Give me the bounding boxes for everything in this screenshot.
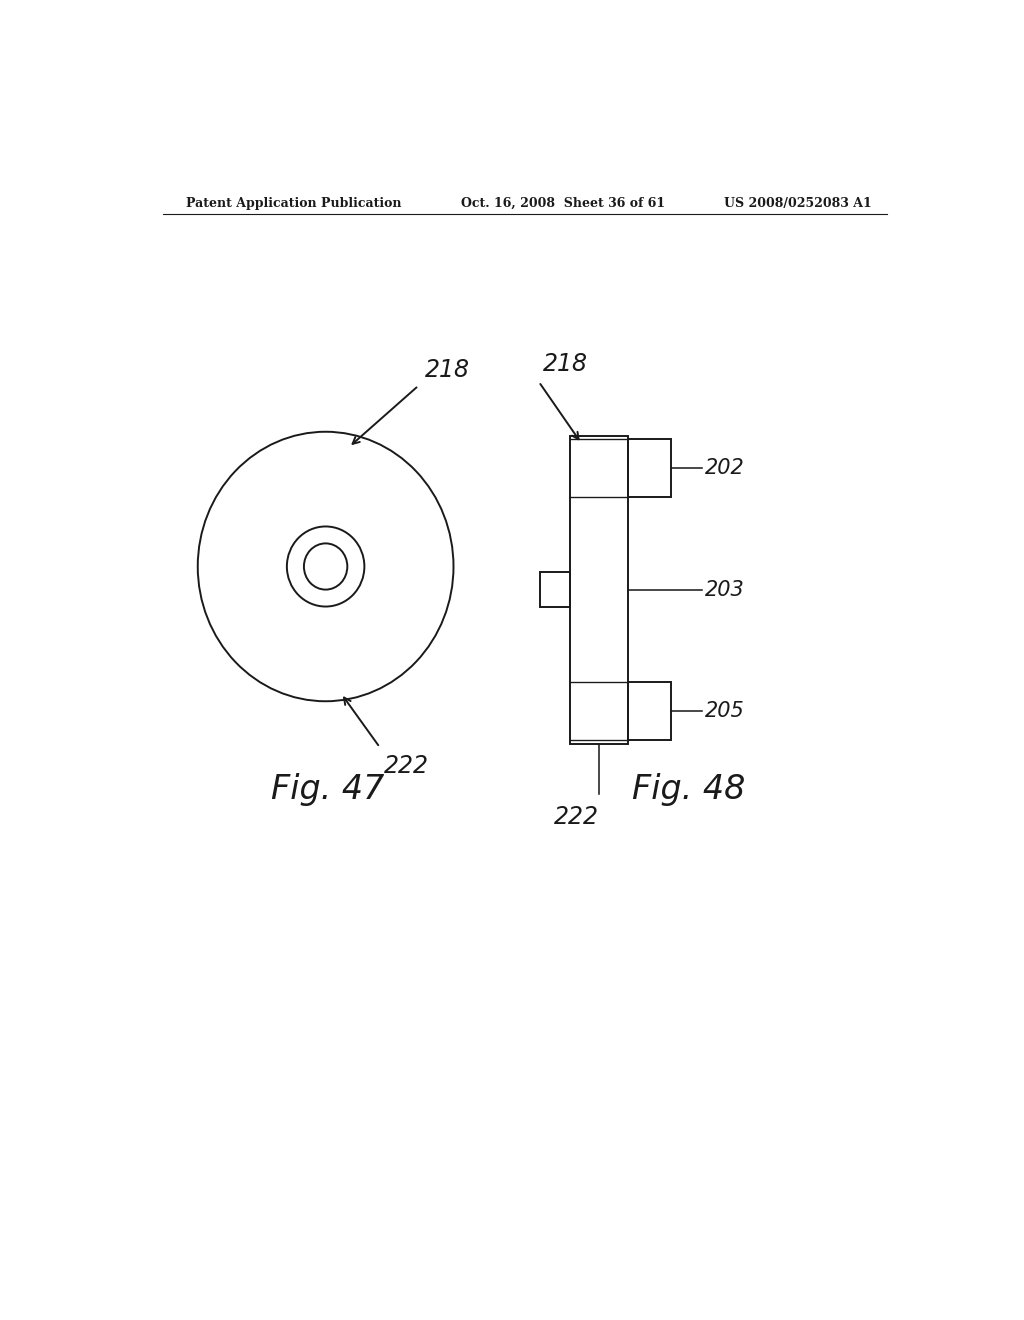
Bar <box>628 440 671 498</box>
Text: 222: 222 <box>554 805 599 829</box>
Bar <box>569 436 628 743</box>
Text: 218: 218 <box>543 351 588 376</box>
Text: 205: 205 <box>706 701 745 721</box>
Text: Oct. 16, 2008  Sheet 36 of 61: Oct. 16, 2008 Sheet 36 of 61 <box>461 197 666 210</box>
Text: 203: 203 <box>706 579 745 599</box>
Text: US 2008/0252083 A1: US 2008/0252083 A1 <box>724 197 872 210</box>
Text: Patent Application Publication: Patent Application Publication <box>186 197 401 210</box>
Text: Fig. 48: Fig. 48 <box>632 774 745 807</box>
Text: Fig. 47: Fig. 47 <box>271 774 385 807</box>
Text: 218: 218 <box>425 358 470 381</box>
Text: 222: 222 <box>384 754 429 777</box>
Bar <box>628 682 671 739</box>
Bar <box>541 573 569 607</box>
Text: 202: 202 <box>706 458 745 478</box>
